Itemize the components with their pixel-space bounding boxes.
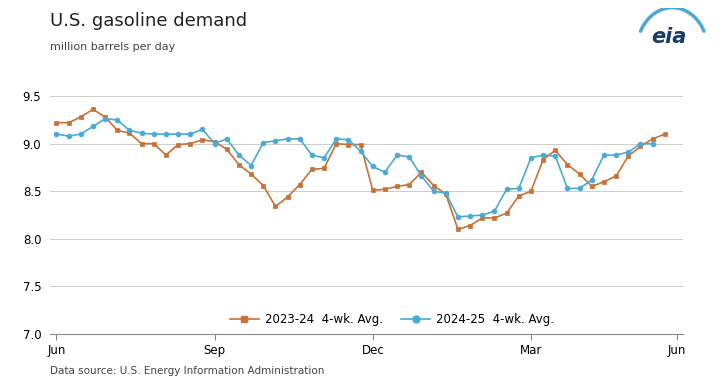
Legend: 2023-24  4-wk. Avg., 2024-25  4-wk. Avg.: 2023-24 4-wk. Avg., 2024-25 4-wk. Avg. [225,308,559,331]
Text: Data source: U.S. Energy Information Administration: Data source: U.S. Energy Information Adm… [50,366,325,376]
Text: eia: eia [651,27,687,47]
Text: U.S. gasoline demand: U.S. gasoline demand [50,12,247,30]
Text: million barrels per day: million barrels per day [50,42,175,52]
